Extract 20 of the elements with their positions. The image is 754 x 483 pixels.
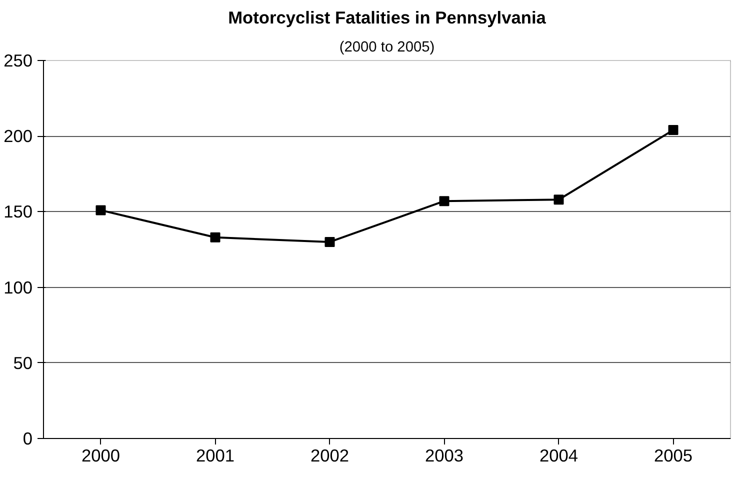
x-tick-label: 2001: [196, 446, 235, 466]
y-tick-label: 250: [4, 50, 33, 70]
x-tick-label: 2000: [81, 446, 120, 466]
point: [210, 232, 220, 242]
x-tick-label: 2005: [654, 446, 693, 466]
chart-title: Motorcyclist Fatalities in Pennsylvania: [228, 8, 546, 28]
y-tick-label: 50: [13, 352, 33, 373]
y-tick-label: 200: [4, 126, 33, 146]
chart-subtitle: (2000 to 2005): [339, 40, 435, 56]
y-tick-label: 150: [4, 202, 33, 222]
point: [554, 194, 564, 205]
x-tick-label: 2004: [539, 446, 578, 466]
y-tick-label: 100: [4, 277, 33, 298]
x-tick-label: 2003: [424, 446, 464, 466]
point: [96, 205, 106, 216]
point: [439, 196, 450, 206]
point: [324, 236, 335, 247]
y-tick-label: 0: [22, 428, 33, 448]
x-tick-label: 2002: [310, 446, 350, 466]
point: [668, 125, 678, 136]
